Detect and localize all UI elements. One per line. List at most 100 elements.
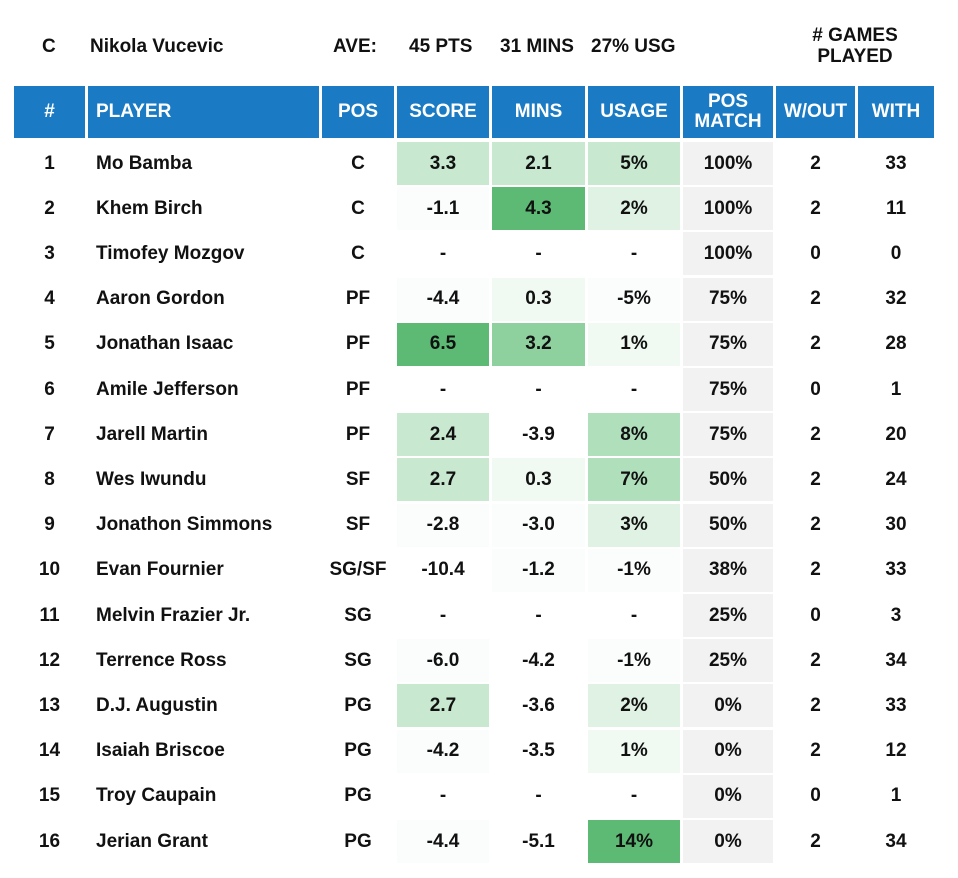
column-header-pos-match: POS MATCH	[683, 86, 773, 138]
pos-match-cell: 75%	[683, 413, 773, 457]
rank-cell: 4	[44, 288, 55, 310]
table-row: 12 Terrence Ross SG -6.0 -4.2 -1% 25% 2 34	[0, 639, 958, 683]
minutes-cell: -3.5	[522, 740, 555, 762]
table-row: 4 Aaron Gordon PF -4.4 0.3 -5% 75% 2 32	[0, 277, 958, 321]
player-name-cell: Evan Fournier	[96, 559, 224, 581]
rank-cell: 12	[38, 649, 61, 671]
usage-cell: 8%	[588, 413, 680, 457]
games-with-cell: 24	[885, 468, 907, 490]
player-name-cell: Jarell Martin	[96, 423, 208, 445]
player-summary-bar: C Nikola Vucevic AVE: 45 PTS 31 MINS 27%…	[0, 0, 958, 86]
average-minutes: 31 MINS	[500, 36, 574, 57]
pos-match-cell: 50%	[683, 503, 773, 547]
pos-match-cell: 75%	[683, 277, 773, 321]
score-cell: -4.4	[397, 820, 489, 863]
rank-cell: 14	[38, 740, 61, 762]
table-row: 13 D.J. Augustin PG 2.7 -3.6 2% 0% 2 33	[0, 684, 958, 728]
games-with-cell: 1	[890, 378, 902, 400]
score-cell: -6.0	[397, 639, 489, 683]
score-cell: 2.4	[397, 413, 489, 457]
games-without-cell: 2	[810, 740, 821, 762]
table-row: 14 Isaiah Briscoe PG -4.2 -3.5 1% 0% 2 12	[0, 729, 958, 773]
pos-match-cell: 100%	[683, 142, 773, 185]
usage-cell: 3%	[588, 503, 680, 547]
games-without-cell: 2	[810, 288, 821, 310]
rank-cell: 1	[44, 152, 55, 174]
position-cell: C	[351, 152, 365, 174]
usage-cell: -	[630, 378, 638, 400]
games-with-cell: 33	[885, 694, 907, 716]
usage-cell: 2%	[588, 684, 680, 728]
minutes-cell: -1.2	[492, 548, 585, 592]
column-header-usage: USAGE	[588, 86, 680, 138]
column-header-without: W/OUT	[776, 86, 855, 138]
position-cell: PG	[344, 694, 372, 716]
position-cell: PG	[344, 830, 372, 852]
table-row: 16 Jerian Grant PG -4.4 -5.1 14% 0% 2 34	[0, 820, 958, 863]
score-cell: -	[439, 604, 447, 626]
player-name-cell: Jonathon Simmons	[96, 514, 273, 536]
position-cell: PG	[344, 785, 372, 807]
rank-cell: 11	[39, 604, 60, 626]
table-row: 7 Jarell Martin PF 2.4 -3.9 8% 75% 2 20	[0, 413, 958, 457]
average-usage: 27% USG	[591, 36, 676, 57]
games-with-cell: 28	[885, 333, 907, 355]
minutes-cell: -3.0	[492, 503, 585, 547]
player-name-cell: Aaron Gordon	[96, 288, 225, 310]
rank-cell: 8	[44, 468, 55, 490]
table-row: 1 Mo Bamba C 3.3 2.1 5% 100% 2 33	[0, 142, 958, 185]
score-cell: -	[439, 378, 447, 400]
score-cell: -10.4	[421, 559, 465, 581]
player-name-cell: Wes Iwundu	[96, 468, 207, 490]
score-cell: 3.3	[397, 142, 489, 185]
usage-cell: -1%	[588, 548, 680, 592]
minutes-cell: -	[535, 785, 542, 807]
games-with-cell: 3	[890, 604, 902, 626]
player-name-cell: Isaiah Briscoe	[96, 740, 225, 762]
score-cell: 2.7	[397, 458, 489, 502]
minutes-cell: -5.1	[522, 830, 555, 852]
position-cell: SG/SF	[329, 559, 387, 581]
games-with-cell: 0	[890, 242, 902, 264]
games-with-cell: 33	[885, 559, 907, 581]
rank-cell: 3	[44, 242, 55, 264]
table-row: 9 Jonathon Simmons SF -2.8 -3.0 3% 50% 2 30	[0, 503, 958, 547]
games-without-cell: 2	[810, 333, 821, 355]
minutes-cell: 0.3	[492, 458, 585, 502]
minutes-cell: -3.6	[522, 694, 555, 716]
rank-cell: 13	[38, 694, 61, 716]
position-cell: PF	[345, 378, 371, 400]
player-name-cell: Khem Birch	[96, 197, 203, 219]
usage-cell: -	[630, 785, 638, 807]
player-name-cell: Timofey Mozgov	[96, 242, 245, 264]
position-cell: SF	[345, 514, 371, 536]
table-row: 6 Amile Jefferson PF - - - 75% 0 1	[0, 368, 958, 411]
player-name-cell: Jonathan Isaac	[96, 333, 234, 355]
score-cell: -2.8	[397, 503, 489, 547]
score-cell: -	[439, 785, 447, 807]
usage-cell: 1%	[588, 322, 680, 366]
table-row: 5 Jonathan Isaac PF 6.5 3.2 1% 75% 2 28	[0, 322, 958, 366]
column-header-score: SCORE	[397, 86, 489, 138]
games-without-cell: 2	[810, 694, 821, 716]
position-cell: C	[351, 242, 365, 264]
position-cell: C	[351, 197, 365, 219]
table-row: 15 Troy Caupain PG - - - 0% 0 1	[0, 774, 958, 818]
minutes-cell: 0.3	[492, 277, 585, 321]
usage-cell: -1%	[588, 639, 680, 683]
pos-match-cell: 0%	[683, 684, 773, 728]
games-without-cell: 2	[810, 514, 821, 536]
games-without-cell: 0	[810, 242, 821, 264]
minutes-cell: -3.9	[522, 423, 555, 445]
table-header: # PLAYER POS SCORE MINS USAGE POS MATCH …	[0, 86, 958, 138]
pos-match-cell: 0%	[683, 729, 773, 773]
pos-match-cell: 50%	[683, 458, 773, 502]
pos-match-cell: 0%	[683, 774, 773, 818]
usage-cell: 5%	[588, 142, 680, 185]
games-without-cell: 2	[810, 197, 821, 219]
pos-match-cell: 25%	[683, 639, 773, 683]
player-name-cell: Amile Jefferson	[96, 378, 239, 400]
score-cell: 6.5	[397, 322, 489, 366]
table-row: 2 Khem Birch C -1.1 4.3 2% 100% 2 11	[0, 187, 958, 231]
games-with-cell: 20	[885, 423, 907, 445]
